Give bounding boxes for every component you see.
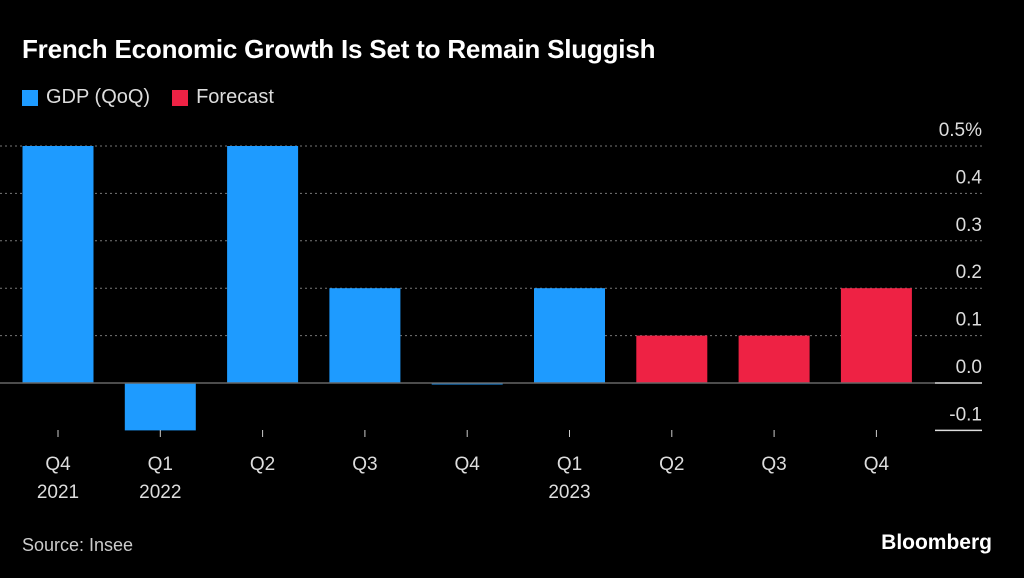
x-tick-year-label: 2023 — [548, 482, 590, 503]
y-tick-label: 0.1 — [956, 310, 982, 331]
legend-item-forecast: Forecast — [172, 86, 274, 109]
bar — [124, 383, 196, 431]
y-tick-label: 0.4 — [956, 167, 983, 188]
bar — [22, 146, 94, 383]
y-tick-label: 0.5% — [939, 120, 982, 141]
y-tick-label: 0.0 — [956, 357, 982, 378]
x-tick-label: Q4 — [45, 454, 71, 475]
x-tick-label: Q1 — [148, 454, 173, 475]
source-note: Source: Insee — [22, 535, 134, 555]
legend-swatch-forecast — [172, 89, 189, 106]
y-tick-label: -0.1 — [949, 404, 982, 425]
x-tick-label: Q2 — [659, 454, 684, 475]
legend: GDP (QoQ) Forecast — [22, 86, 296, 109]
x-tick-label: Q1 — [557, 454, 582, 475]
x-tick-label: Q3 — [761, 454, 786, 475]
chart-title: French Economic Growth Is Set to Remain … — [22, 34, 656, 64]
x-tick-label: Q2 — [250, 454, 275, 475]
y-tick-label: 0.3 — [956, 215, 982, 236]
bar — [227, 146, 299, 383]
y-tick-label: 0.2 — [956, 262, 982, 283]
x-tick-year-label: 2022 — [139, 482, 181, 503]
legend-item-gdp: GDP (QoQ) — [22, 86, 150, 109]
x-tick-label: Q3 — [352, 454, 377, 475]
bar — [329, 288, 401, 383]
bar — [738, 335, 810, 383]
x-tick-label: Q4 — [864, 454, 890, 475]
bar — [534, 288, 605, 383]
legend-label-gdp: GDP (QoQ) — [46, 86, 151, 108]
x-tick-label: Q4 — [455, 454, 481, 475]
bloomberg-logo: Bloomberg — [881, 531, 992, 554]
x-tick-year-label: 2021 — [37, 482, 79, 503]
legend-swatch-gdp — [22, 89, 38, 106]
bar — [636, 335, 708, 383]
bar — [840, 288, 912, 383]
legend-label-forecast: Forecast — [196, 86, 274, 108]
